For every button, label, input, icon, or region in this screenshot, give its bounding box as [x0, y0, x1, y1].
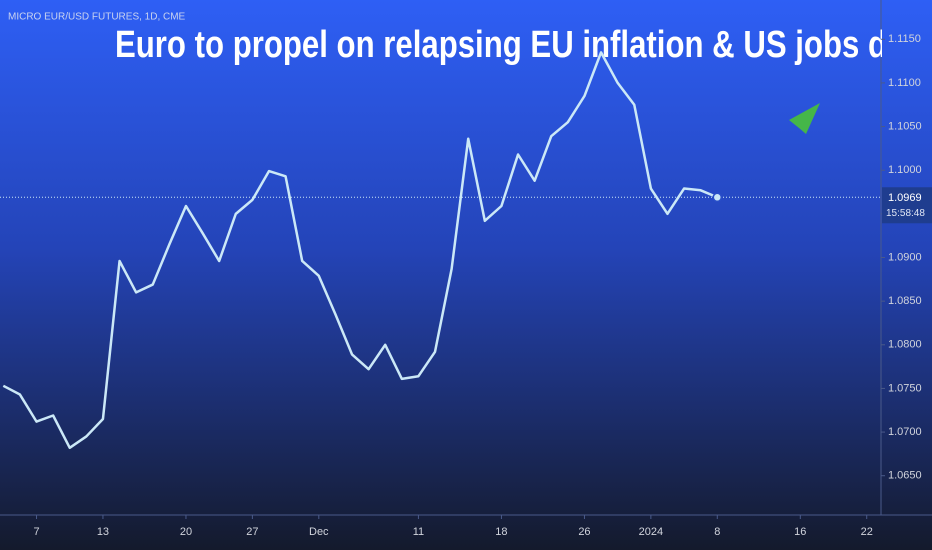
symbol-label: MICRO EUR/USD FUTURES, 1D, CME: [8, 12, 186, 23]
y-tick-label: 1.0650: [888, 470, 922, 482]
last-price-box: [882, 187, 932, 224]
y-tick-label: 1.0800: [888, 339, 922, 351]
y-tick-label: 1.0850: [888, 295, 922, 307]
x-tick-label: 22: [861, 526, 873, 538]
y-tick-label: 1.1000: [888, 164, 922, 176]
y-tick-label: 1.1100: [888, 77, 921, 89]
x-tick-label: 13: [97, 526, 109, 538]
y-tick-label: 1.1050: [888, 120, 922, 132]
last-price-label: 1.0969: [888, 192, 922, 204]
x-tick-label: Dec: [309, 526, 329, 538]
title-group: Euro to propel on relapsing EU inflation…: [115, 24, 887, 66]
y-tick-label: 1.0700: [888, 426, 922, 438]
price-line: [2, 51, 718, 450]
countdown-label: 15:58:48: [886, 208, 925, 219]
x-tick-label: 8: [714, 526, 720, 538]
arrow: [718, 103, 820, 207]
x-tick-label: 11: [413, 526, 424, 538]
x-tick-label: 27: [246, 526, 258, 538]
x-tick-label: 18: [495, 526, 507, 538]
x-tick-label: 7: [33, 526, 39, 538]
y-tick-label: 1.0900: [888, 251, 922, 263]
last-point: [712, 192, 723, 203]
x-tick-label: 16: [794, 526, 806, 538]
x-tick-label: 26: [578, 526, 590, 538]
chart-title: Euro to propel on relapsing EU inflation…: [115, 24, 887, 66]
x-tick-label: 2024: [639, 526, 663, 538]
y-tick-label: 1.0750: [888, 382, 922, 394]
x-tick-label: 20: [180, 526, 192, 538]
y-tick-label: 1.1150: [888, 33, 921, 45]
